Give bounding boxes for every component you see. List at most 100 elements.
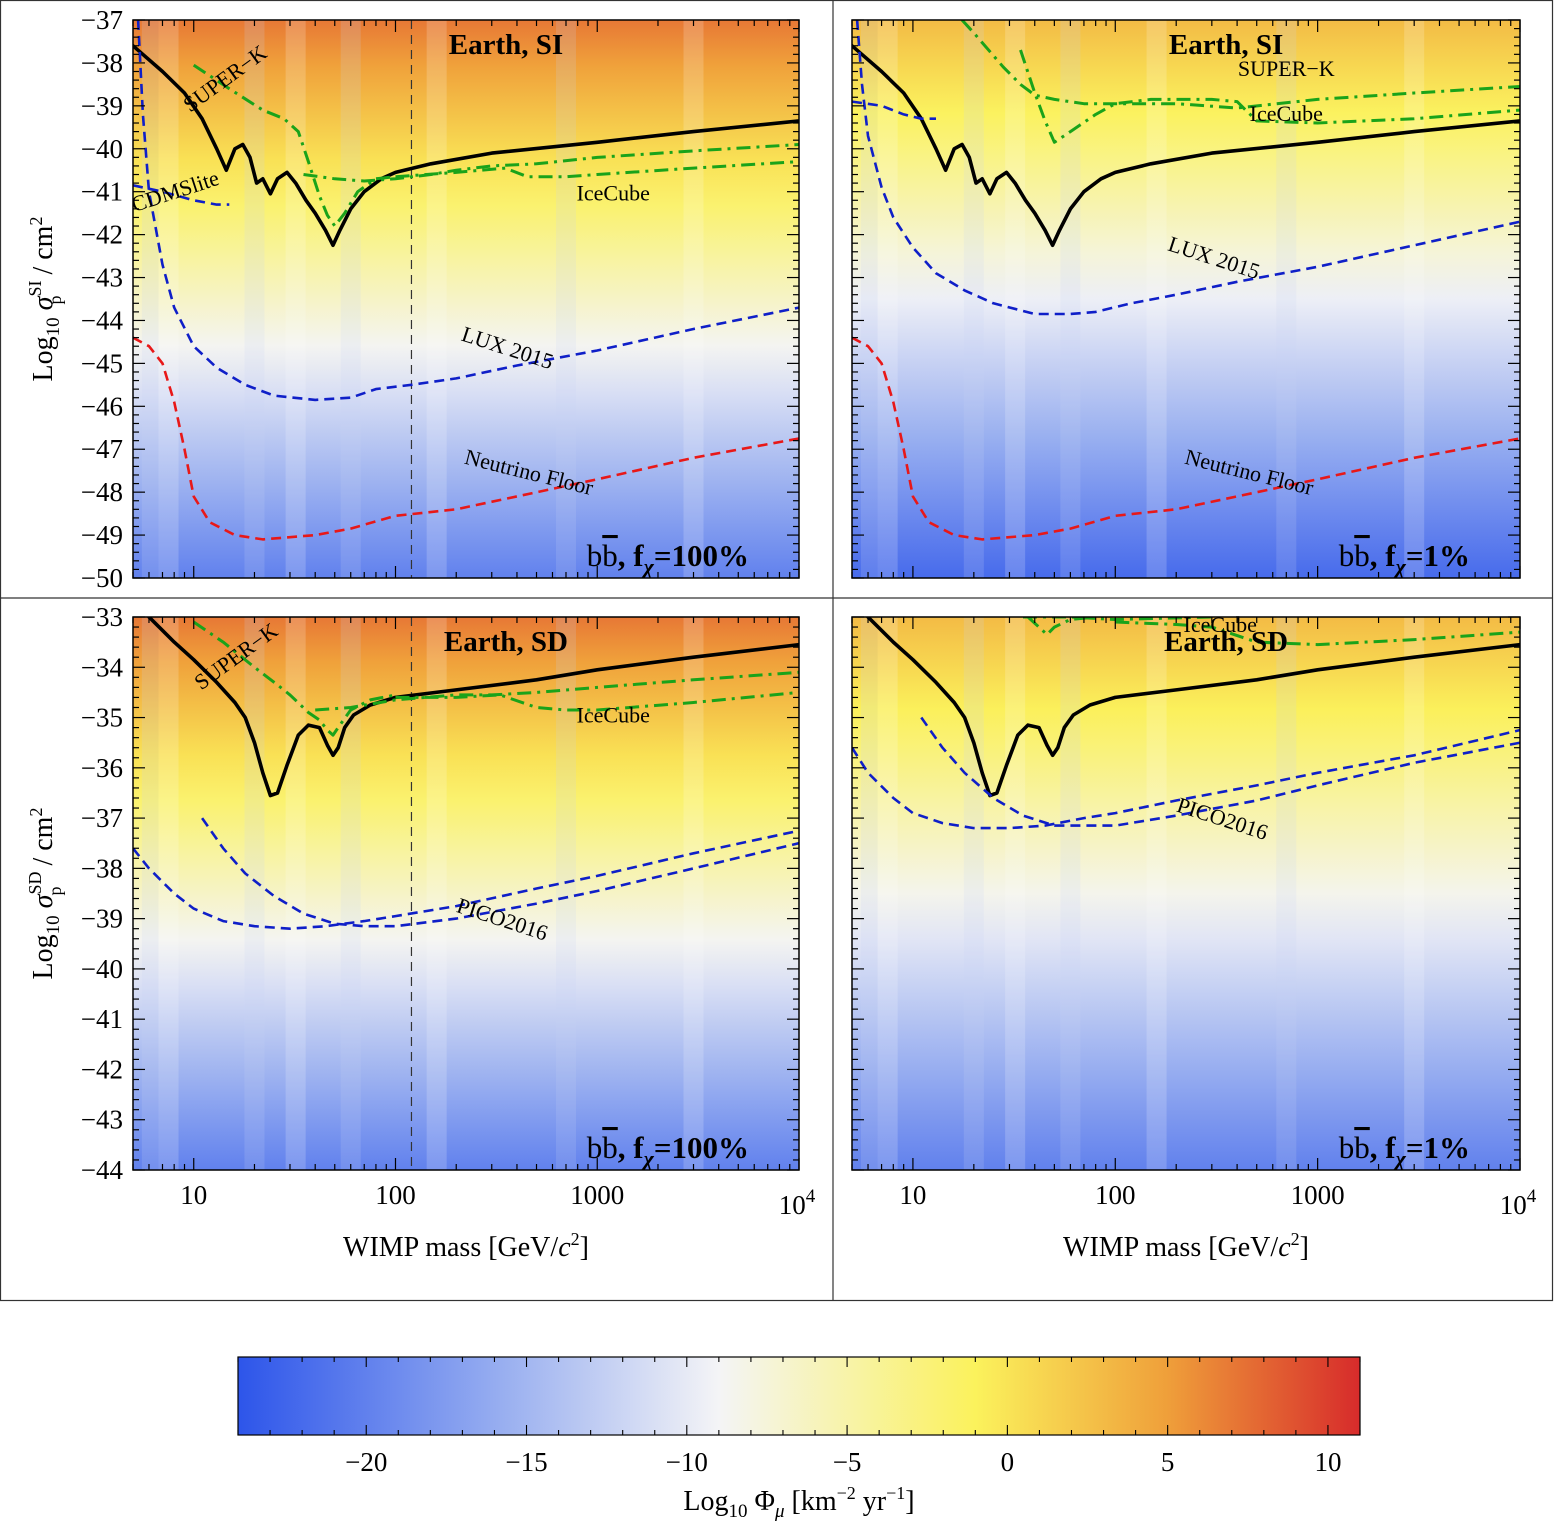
y-tick-label: −42	[81, 220, 123, 250]
y-tick-labels: −50 −49 −48 −47 −46 −45 −44 −43 −42 −41 −40 −39 −38 −…	[81, 5, 124, 593]
series-neutrino-floor	[852, 336, 1520, 541]
y-tick-label: −39	[81, 904, 123, 934]
series-lux-2015	[855, 20, 1520, 316]
channel-annotation: bb, fχ=100%	[587, 538, 749, 579]
x-tick-label: 104	[779, 1186, 816, 1220]
series-icecube-b	[395, 690, 799, 712]
series-icecube-b	[1023, 617, 1212, 621]
fraction-value: =1%	[1406, 538, 1470, 573]
x-ticks	[851, 20, 1521, 578]
y-title-sup: SD	[25, 872, 45, 895]
series-icecube-b	[395, 160, 799, 179]
y-axis-title: Log10 σSDp / cm2	[25, 808, 65, 980]
channel-sep: ,	[1370, 1130, 1386, 1165]
x-title-prefix: WIMP mass [GeV/	[1063, 1232, 1278, 1263]
channel-bbar: b	[1354, 538, 1370, 573]
heatmap-streak	[426, 617, 447, 1170]
fraction-chi: χ	[1393, 554, 1407, 579]
heatmap-streak	[683, 617, 704, 1170]
colorbar-title: Log10 Φμ [km−2 yr−1]	[683, 1483, 914, 1522]
y-tick-label: −48	[81, 477, 123, 507]
y-tick-label: −34	[81, 652, 124, 682]
x-tick-label: 10	[899, 1180, 926, 1210]
series-group	[133, 617, 799, 930]
colorbar-ticks	[237, 1357, 1361, 1435]
plot-frame	[132, 19, 800, 579]
x-tick-label: 10	[180, 1180, 207, 1210]
x-tick-label: 104	[1500, 1186, 1537, 1220]
x-tick-label: 1000	[570, 1180, 624, 1210]
curve-label: IceCube	[1184, 612, 1257, 637]
y-tick-label: −46	[81, 391, 123, 421]
fraction-value: =100%	[654, 538, 749, 573]
heatmap-streak	[426, 20, 447, 578]
y-tick-label: −44	[81, 1155, 124, 1185]
heatmap-streak	[1060, 617, 1081, 1170]
series-icecube	[303, 143, 799, 183]
x-title-c: c	[558, 1232, 571, 1263]
x-title-suffix: ]	[580, 1232, 589, 1263]
heatmap-streaks	[141, 617, 704, 1170]
series-lux-2015	[136, 20, 799, 402]
panel-title: Earth, SI	[1169, 29, 1283, 61]
x-title-prefix: WIMP mass [GeV/	[343, 1232, 558, 1263]
y-title-sub2: p	[45, 887, 65, 896]
heatmap-streak	[1005, 617, 1026, 1170]
series-pico2016-b	[133, 829, 799, 930]
x-tick-label: 100	[375, 1180, 416, 1210]
channel-annotation: bb, fχ=1%	[1339, 538, 1470, 579]
channel-bbar: b	[602, 538, 618, 573]
heatmap-streak	[244, 617, 265, 1170]
channel-sep: ,	[1370, 538, 1386, 573]
y-title-log: Log	[28, 336, 59, 381]
channel-b: b	[1339, 538, 1355, 573]
cb-title-mu: μ	[774, 1501, 785, 1522]
heatmap-streaks	[860, 617, 1425, 1170]
cb-title-unit: [km	[785, 1486, 837, 1517]
cb-title-sub: 10	[729, 1501, 748, 1522]
series-group	[852, 617, 1520, 830]
heatmap-streak	[555, 617, 576, 1170]
heatmap-background	[852, 617, 1520, 1170]
fraction-chi: χ	[641, 554, 655, 579]
heatmap-streak	[877, 20, 898, 578]
heatmap-streak	[860, 20, 881, 578]
series-pico2016-b	[852, 728, 1520, 830]
y-ticks	[133, 19, 799, 579]
heatmap-streak	[141, 20, 162, 578]
y-tick-label: −43	[81, 263, 123, 293]
x-ticks	[851, 617, 1521, 1170]
heatmap-streak	[158, 617, 179, 1170]
y-tick-label: −37	[81, 5, 123, 35]
channel-bbar: b	[1354, 1130, 1370, 1165]
heatmap-streak	[1060, 20, 1081, 578]
y-title-sub2: p	[45, 296, 65, 305]
series-group	[133, 20, 799, 541]
channel-b: b	[587, 538, 603, 573]
x-axis-title: WIMP mass [GeV/c2]	[1063, 1229, 1309, 1263]
heatmap-streak	[860, 617, 881, 1170]
x-ticks	[132, 20, 800, 578]
y-title-exp: 2	[26, 808, 46, 817]
x-tick-exp: 4	[806, 1186, 816, 1207]
curve-label: IceCube	[577, 180, 650, 205]
channel-b: b	[1339, 1130, 1355, 1165]
series-pico2016	[201, 817, 799, 928]
colorbar-tick-label: 10	[1314, 1447, 1341, 1477]
y-title-exp: 2	[26, 217, 46, 226]
x-axis-title: WIMP mass [GeV/c2]	[343, 1229, 589, 1263]
curve-label: IceCube	[577, 703, 650, 728]
x-tick-label: 1000	[1291, 1180, 1345, 1210]
cb-title-phi: Φ	[748, 1486, 775, 1517]
y-tick-label: −40	[81, 954, 123, 984]
plot-frame	[851, 19, 1521, 579]
plot-frame	[851, 616, 1521, 1171]
y-tick-label: −36	[81, 753, 123, 783]
figure-frame	[0, 0, 1554, 1302]
panel-title: Earth, SI	[449, 29, 563, 61]
cb-title-exp2: −1	[886, 1483, 905, 1503]
